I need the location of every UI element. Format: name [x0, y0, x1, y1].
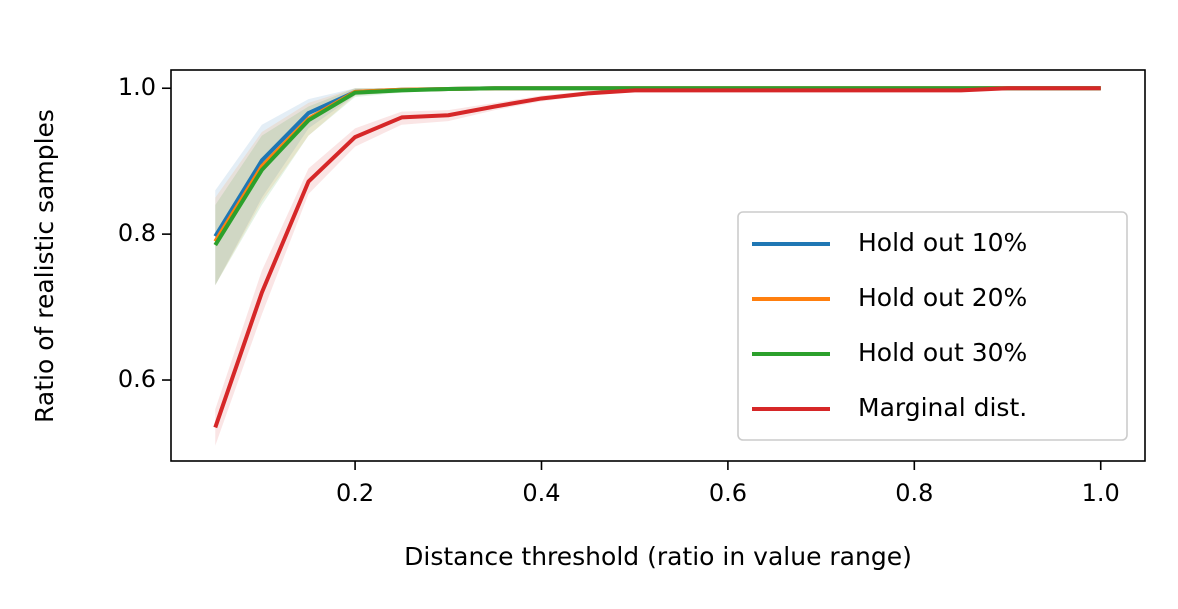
x-tick-label: 1.0 [1082, 479, 1120, 507]
x-tick-label: 0.8 [895, 479, 933, 507]
line [213, 86, 1101, 247]
legend-label: Hold out 30% [858, 338, 1027, 367]
x-axis-label: Distance threshold (ratio in value range… [404, 542, 912, 571]
y-tick-label: 0.8 [118, 219, 156, 247]
y-tick-label: 1.0 [118, 73, 156, 101]
plot-frame [170, 69, 1146, 462]
legend-label: Marginal dist. [858, 393, 1027, 422]
y-tick-label: 0.6 [118, 365, 156, 393]
x-tick-label: 0.2 [336, 479, 374, 507]
legend-box [737, 211, 1128, 441]
x-tick-label: 0.6 [709, 479, 747, 507]
y-axis-label: Ratio of realistic samples [30, 109, 59, 423]
line [213, 86, 1101, 429]
confidence-band [215, 88, 1101, 286]
x-tick-label: 0.4 [522, 479, 560, 507]
confidence-band [215, 88, 1101, 286]
legend-label: Hold out 20% [858, 283, 1027, 312]
legend-label: Hold out 10% [858, 228, 1027, 257]
plot-area [213, 86, 1101, 446]
